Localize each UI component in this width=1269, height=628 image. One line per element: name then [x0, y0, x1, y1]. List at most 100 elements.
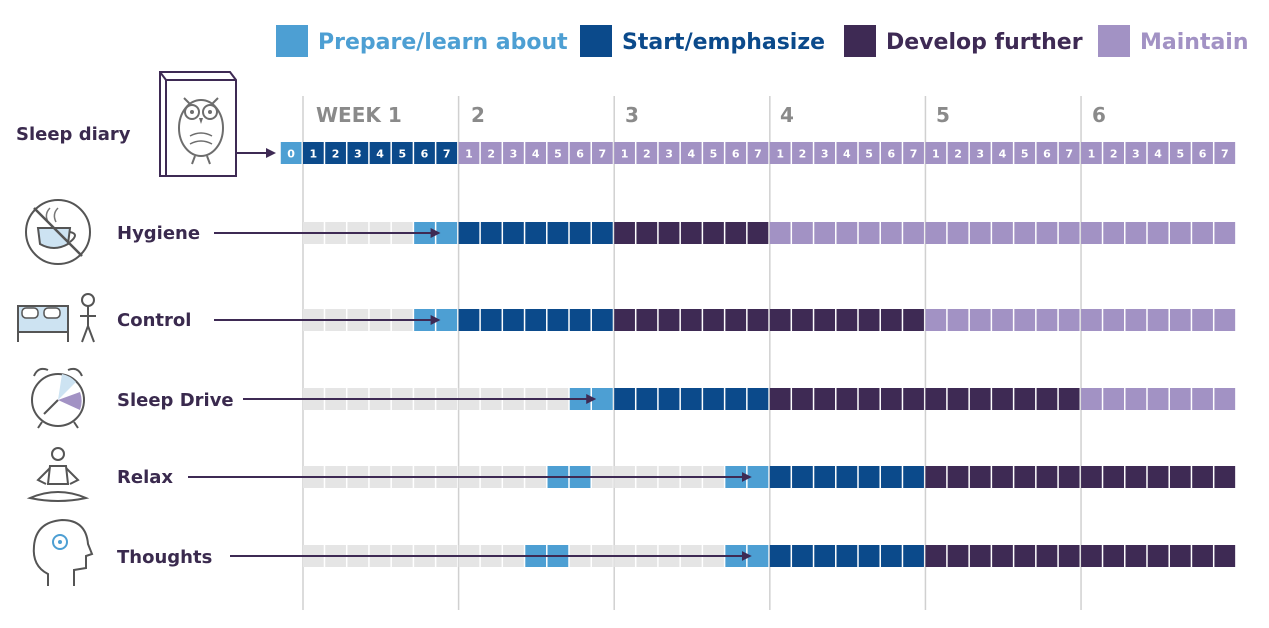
cell-maintain [1036, 222, 1058, 244]
cell-develop [992, 388, 1013, 410]
diary-day-label: 7 [443, 148, 451, 161]
diary-cell [436, 142, 458, 164]
cell-develop [1014, 388, 1036, 410]
cell-maintain [880, 222, 902, 244]
alarm-clock-icon [31, 367, 85, 429]
cell-start [880, 545, 902, 567]
diary-cell [769, 142, 791, 164]
cell-develop [1125, 466, 1147, 488]
cell-start [903, 545, 924, 567]
cell-develop [1014, 466, 1036, 488]
cell-develop [969, 388, 991, 410]
diary-day-label: 5 [710, 148, 718, 161]
week-grid-lines [302, 96, 1082, 610]
week-headers: WEEK 1 2 3 4 5 6 [316, 103, 1106, 127]
cell-develop [1147, 466, 1169, 488]
row-arrows [188, 228, 752, 561]
cell-maintain [1147, 388, 1169, 410]
legend-swatch-prepare [276, 25, 308, 57]
diary-cell [1081, 142, 1102, 164]
cell-maintain [925, 222, 947, 244]
legend-swatch-maintain [1098, 25, 1130, 57]
cell-develop [925, 466, 947, 488]
diary-day-label: 2 [954, 148, 962, 161]
week-label-1: WEEK 1 [316, 103, 402, 127]
cell-start [547, 309, 569, 331]
diary-cell [903, 142, 924, 164]
cell-develop [1214, 545, 1236, 567]
cell-develop [1125, 545, 1147, 567]
diary-day-label: 4 [376, 148, 384, 161]
diary-cell [836, 142, 858, 164]
cell-maintain [1014, 309, 1036, 331]
diary-cell [703, 142, 724, 164]
cell-develop [1169, 466, 1191, 488]
cell-develop [1192, 545, 1213, 567]
diary-day-label: 5 [865, 148, 873, 161]
cell-develop [1081, 466, 1102, 488]
cell-develop [1081, 545, 1102, 567]
cell-maintain [1036, 309, 1058, 331]
diary-day-label: 5 [1021, 148, 1029, 161]
legend-label-maintain: Maintain [1140, 30, 1249, 55]
cell-develop [658, 222, 680, 244]
diary-cell [1125, 142, 1147, 164]
cell-develop [1147, 545, 1169, 567]
legend: Prepare/learn about Start/emphasize Deve… [276, 25, 1249, 57]
meditation-icon [26, 447, 90, 502]
cell-start [658, 388, 680, 410]
cell-develop [1169, 545, 1191, 567]
cell-develop [680, 309, 702, 331]
owl-book-icon [159, 71, 237, 177]
diary-cell [303, 142, 324, 164]
cell-develop [1036, 545, 1058, 567]
diary-day-label: 2 [799, 148, 807, 161]
cell-start [769, 545, 791, 567]
diary-cell [391, 142, 413, 164]
cell-start [814, 545, 836, 567]
cell-develop [858, 388, 880, 410]
cell-start [725, 388, 747, 410]
cell-prepare [591, 388, 613, 410]
cell-develop [658, 309, 680, 331]
diary-day-label: 7 [754, 148, 762, 161]
week-label-4: 4 [780, 103, 794, 127]
cell-develop [747, 222, 769, 244]
cell-start [480, 222, 502, 244]
cell-start [858, 545, 880, 567]
week-label-5: 5 [936, 103, 950, 127]
cell-maintain [814, 222, 836, 244]
cell-start [680, 388, 702, 410]
diary-cell [947, 142, 969, 164]
cell-maintain [1103, 309, 1125, 331]
cell-maintain [1103, 388, 1125, 410]
diary-cell [369, 142, 391, 164]
row-label-relax: Relax [117, 467, 173, 488]
diary-day-label: 7 [599, 148, 607, 161]
diary-cell [925, 142, 947, 164]
diary-cell [480, 142, 502, 164]
row-label-control: Control [117, 310, 191, 331]
diary-day-label: 1 [932, 148, 940, 161]
diary-day-label: 6 [732, 148, 740, 161]
cell-start [903, 466, 924, 488]
diary-cell [1103, 142, 1125, 164]
cell-start [547, 222, 569, 244]
diary-day-label: 1 [621, 148, 629, 161]
cell-maintain [1125, 388, 1147, 410]
legend-swatch-develop [844, 25, 876, 57]
cell-prepare [436, 222, 458, 244]
cell-develop [747, 309, 769, 331]
legend-label-prepare: Prepare/learn about [318, 30, 568, 55]
cell-start [792, 545, 813, 567]
cell-start [792, 466, 813, 488]
cell-maintain [1169, 309, 1191, 331]
cell-start [636, 388, 658, 410]
diary-cell [347, 142, 369, 164]
diary-cell [969, 142, 991, 164]
cell-develop [836, 388, 858, 410]
row-cells [303, 222, 1236, 567]
diary-day-label: 3 [354, 148, 362, 161]
